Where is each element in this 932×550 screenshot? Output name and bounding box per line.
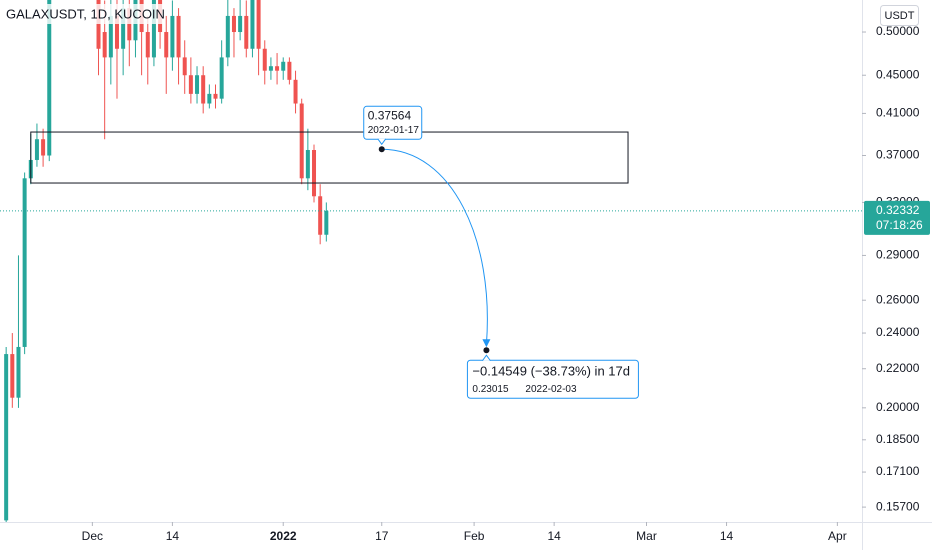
candle-body	[170, 15, 175, 58]
arrow-head	[482, 339, 491, 348]
candle-body	[114, 15, 119, 49]
candle-body	[305, 150, 310, 179]
candle-body	[41, 139, 46, 156]
y-tick-label: 0.37000	[876, 148, 920, 162]
end-value: 0.23015	[472, 384, 509, 395]
start-point	[378, 146, 385, 153]
candle-body	[256, 0, 261, 49]
start-value: 0.37564	[368, 108, 412, 122]
x-tick-label: 17	[375, 529, 389, 543]
candle-body	[188, 75, 193, 94]
end-date: 2022-02-03	[525, 384, 577, 395]
candle-body	[164, 32, 169, 58]
candle-body	[127, 8, 132, 41]
candle-body	[47, 0, 52, 156]
chart-title: GALAXUSDT, 1D, KUCOIN	[6, 6, 165, 21]
candle-body	[324, 210, 329, 235]
candle-body	[268, 66, 273, 71]
projection-arrow	[381, 148, 488, 345]
candle-body	[182, 57, 187, 76]
end-label-pointer	[482, 354, 491, 362]
axes: 0.500000.450000.410000.370000.330000.290…	[82, 24, 930, 543]
candle-body	[213, 93, 218, 99]
candle-body	[34, 139, 39, 160]
y-tick-label: 0.29000	[876, 248, 920, 262]
y-tick-label: 0.22000	[876, 361, 920, 375]
candle-body	[176, 15, 181, 58]
candle-body	[312, 150, 317, 197]
x-tick-label: Feb	[464, 529, 485, 543]
candle-body	[238, 15, 243, 33]
x-tick-label: 2022	[270, 529, 297, 543]
candle-body	[250, 0, 255, 49]
candle-body	[299, 103, 304, 179]
currency-button[interactable]	[880, 5, 919, 26]
y-tick-label: 0.15700	[876, 499, 920, 513]
y-tick-label: 0.20000	[876, 400, 920, 414]
candle-body	[318, 196, 323, 235]
candle-body	[10, 354, 15, 398]
x-tick-label: Mar	[636, 529, 657, 543]
x-tick-label: Dec	[82, 529, 103, 543]
candle-body	[102, 32, 107, 58]
candle-body	[108, 15, 113, 58]
candle-body	[151, 0, 156, 58]
start-label-pointer	[377, 138, 387, 146]
candle-body	[195, 75, 200, 94]
candle-body	[281, 61, 286, 71]
candle-body	[244, 15, 249, 49]
candle-body	[96, 0, 101, 49]
end-point	[483, 347, 490, 354]
x-tick-label: 14	[166, 529, 180, 543]
candle-body	[201, 75, 206, 104]
candle-body	[22, 178, 27, 347]
start-label-box	[363, 105, 423, 140]
y-tick-label: 0.18500	[876, 432, 920, 446]
y-tick-label: 0.17100	[876, 464, 920, 478]
x-tick-label: Apr	[828, 529, 847, 543]
countdown-label: 07:18:26	[876, 218, 923, 232]
title-bg	[4, 4, 164, 24]
candle-body	[219, 57, 224, 99]
candle-body	[145, 32, 150, 58]
candle-body	[262, 48, 267, 71]
y-tick-label: 0.26000	[876, 292, 920, 306]
end-label-box	[466, 359, 639, 399]
candle-body	[207, 93, 212, 104]
candle-body	[121, 8, 126, 49]
last-price-label: 0.32332	[876, 203, 920, 217]
y-tick-label: 0.50000	[876, 24, 920, 38]
y-tick-label: 0.24000	[876, 325, 920, 339]
start-date: 2022-01-17	[368, 125, 420, 136]
candle-body	[293, 79, 298, 104]
candle-body	[4, 354, 9, 521]
candle-body	[275, 66, 280, 71]
y-tick-label: 0.41000	[876, 106, 920, 120]
last-price-badge	[864, 200, 930, 235]
candle-body	[225, 15, 230, 58]
y-tick-label: 0.45000	[876, 67, 920, 81]
currency-label[interactable]: USDT	[885, 10, 915, 22]
change-label: −0.14549 (−38.73%) in 17d	[472, 364, 630, 379]
x-tick-label: 14	[547, 529, 561, 543]
candle-body	[287, 61, 292, 80]
rectangle-drawing	[30, 131, 629, 184]
candle-body	[16, 346, 21, 398]
candle-body	[231, 15, 236, 33]
x-tick-label: 14	[720, 529, 734, 543]
